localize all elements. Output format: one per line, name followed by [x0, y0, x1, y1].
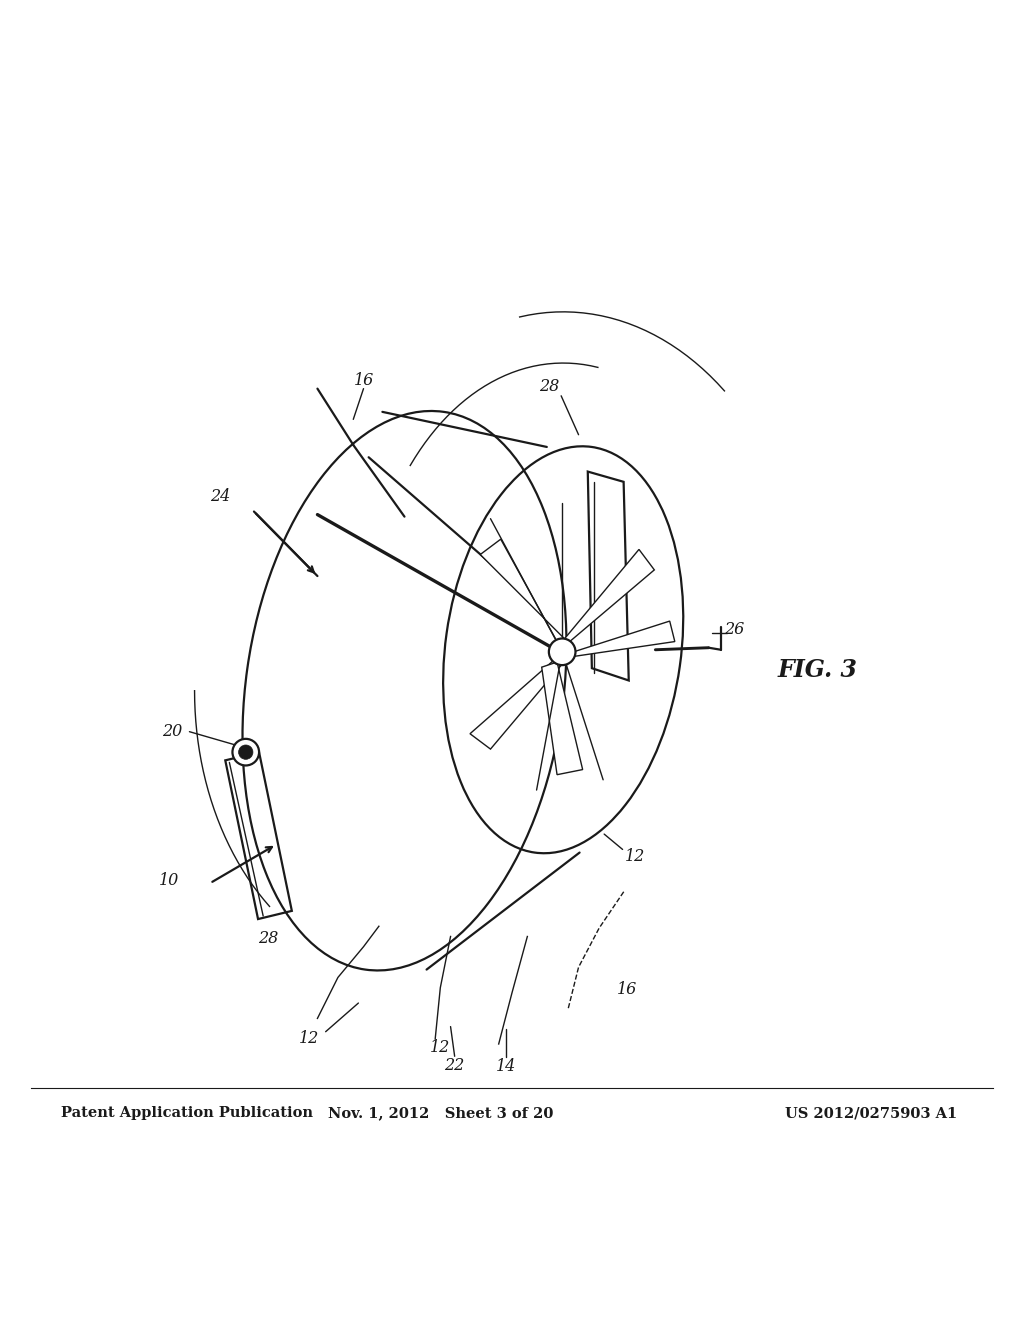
Text: 26: 26 [724, 620, 744, 638]
Polygon shape [567, 622, 675, 657]
Text: Patent Application Publication: Patent Application Publication [61, 1106, 313, 1121]
Text: 24: 24 [210, 487, 230, 504]
Text: 28: 28 [539, 378, 559, 395]
Polygon shape [588, 471, 629, 681]
Circle shape [549, 639, 575, 665]
Text: Nov. 1, 2012   Sheet 3 of 20: Nov. 1, 2012 Sheet 3 of 20 [328, 1106, 553, 1121]
Circle shape [232, 739, 259, 766]
Text: 10: 10 [159, 871, 179, 888]
Polygon shape [562, 549, 654, 644]
Text: 16: 16 [616, 981, 637, 998]
Polygon shape [470, 660, 562, 748]
Text: 12: 12 [299, 1031, 319, 1047]
Text: 12: 12 [625, 849, 645, 865]
Text: 20: 20 [162, 723, 182, 741]
Circle shape [239, 744, 253, 759]
Text: 14: 14 [496, 1059, 516, 1074]
Polygon shape [542, 663, 583, 775]
Text: FIG. 3: FIG. 3 [777, 659, 857, 682]
Polygon shape [225, 752, 292, 919]
Text: 16: 16 [353, 372, 374, 389]
Polygon shape [480, 539, 567, 642]
Text: 22: 22 [444, 1057, 465, 1074]
Text: 12: 12 [430, 1039, 451, 1056]
Text: 28: 28 [258, 931, 279, 946]
Text: US 2012/0275903 A1: US 2012/0275903 A1 [785, 1106, 957, 1121]
